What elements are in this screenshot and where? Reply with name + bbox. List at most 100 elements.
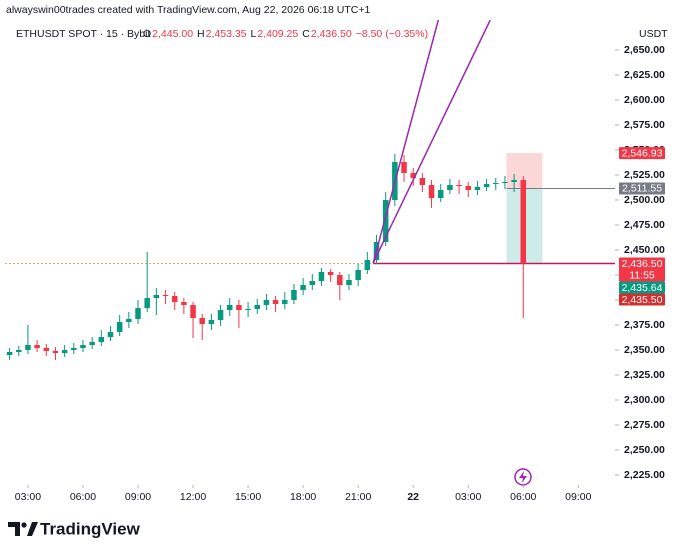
y-tick-label: 2,325.00 — [624, 369, 665, 381]
currency: USDT — [639, 28, 668, 40]
price-label: 2,435.64 — [622, 282, 663, 294]
candle-body — [190, 305, 196, 318]
candle-body — [25, 345, 31, 350]
candle-body — [89, 342, 95, 345]
candle-body — [474, 187, 481, 190]
candle-body — [337, 275, 343, 285]
candle-body — [254, 305, 261, 309]
candle-body — [437, 190, 444, 198]
x-tick-label: 06:00 — [70, 491, 96, 503]
x-tick-label: 12:00 — [180, 491, 206, 503]
y-tick-label: 2,250.00 — [624, 444, 665, 456]
price-label-box — [619, 182, 665, 195]
price-label: 2,435.50 — [622, 294, 663, 306]
candle-body — [98, 337, 105, 342]
x-tick-label: 06:00 — [510, 491, 536, 503]
candle-body — [208, 320, 215, 324]
ohlc-value: 2,453.35 — [206, 28, 247, 40]
candle-body — [217, 310, 224, 320]
candle-body — [272, 300, 279, 304]
candle-body — [71, 348, 77, 350]
ohlc-label: O — [143, 28, 151, 40]
candle-body — [447, 185, 453, 190]
candle-body — [34, 345, 40, 348]
candle-body — [309, 281, 316, 285]
y-tick-label: 2,625.00 — [624, 69, 665, 81]
candle-body — [16, 350, 22, 352]
candle-body — [236, 305, 242, 310]
candle-body — [364, 260, 371, 270]
ohlc-label: H — [197, 28, 205, 40]
price-label-box — [619, 293, 665, 306]
x-tick-label: 03:00 — [15, 491, 41, 503]
candle-body — [355, 270, 361, 280]
candle-body — [327, 272, 334, 275]
candle-body — [410, 173, 416, 178]
candle-body — [263, 300, 270, 305]
price-label-box — [619, 281, 665, 294]
y-tick-label: 2,575.00 — [624, 119, 665, 131]
y-tick-label: 2,525.00 — [624, 169, 665, 181]
ohlc-value: 2,436.50 — [311, 28, 352, 40]
candle-body — [493, 183, 499, 184]
logo — [8, 522, 38, 536]
x-tick-label: 03:00 — [455, 491, 481, 503]
candle-body — [511, 180, 517, 182]
price-label: 2,436.50 — [622, 258, 663, 270]
candle-body — [520, 180, 527, 264]
x-tick-label: 21:00 — [345, 491, 371, 503]
x-tick-label: 09:00 — [125, 491, 151, 503]
candle-body — [318, 272, 325, 281]
y-tick-label: 2,225.00 — [624, 469, 665, 481]
candle-body — [135, 308, 141, 319]
y-tick-label: 2,350.00 — [624, 344, 665, 356]
candle-body — [171, 296, 178, 302]
ohlc-value: 2,409.25 — [257, 28, 298, 40]
price-label: 2,511.55 — [622, 183, 662, 195]
candle-body — [61, 350, 68, 353]
y-tick-label: 2,650.00 — [624, 44, 665, 56]
trendline — [372, 19, 491, 264]
candle-body — [483, 184, 490, 187]
candle-body — [465, 186, 471, 190]
y-tick-label: 2,600.00 — [624, 94, 665, 106]
x-tick-label: 22 — [407, 491, 419, 503]
candle-body — [456, 185, 462, 186]
x-tick-label: 09:00 — [565, 491, 591, 503]
candle-body — [107, 332, 114, 337]
price-label-box — [619, 147, 665, 160]
y-tick-label: 2,450.00 — [624, 244, 665, 256]
candle-body — [52, 351, 59, 353]
y-tick-label: 2,375.00 — [624, 319, 665, 331]
y-tick-label: 2,275.00 — [624, 419, 665, 431]
ohlc-label: C — [302, 28, 310, 40]
x-tick-label: 18:00 — [290, 491, 316, 503]
credit: alwayswin00trades created with TradingVi… — [6, 4, 370, 16]
candle-body — [419, 178, 426, 185]
candle-body — [428, 185, 435, 198]
price-label-box — [619, 257, 665, 282]
candle-body — [291, 290, 297, 300]
y-tick-label: 2,500.00 — [624, 194, 665, 206]
alert-icon — [514, 468, 532, 486]
x-tick-label: 15:00 — [235, 491, 261, 503]
ohlc-label: L — [251, 28, 257, 40]
candle-body — [181, 302, 187, 305]
candle-body — [346, 280, 352, 285]
trendline — [372, 19, 440, 264]
candle-body — [226, 305, 233, 310]
y-tick-label: 2,300.00 — [624, 394, 665, 406]
candle-body — [282, 300, 288, 304]
ohlc-value: 2,445.00 — [152, 28, 193, 40]
candle-body — [300, 285, 306, 290]
price-label-countdown: 11:55 — [629, 269, 655, 281]
candle-body — [126, 319, 132, 322]
ohlc-legend: O 2,445.00 H 2,453.35 L 2,409.25 C 2,436.50 −8.5… — [143, 28, 428, 40]
candle-body — [382, 200, 389, 242]
candle-body — [162, 295, 169, 296]
candle-body — [245, 309, 251, 310]
candle-body — [199, 318, 205, 324]
candle-body — [401, 162, 407, 173]
